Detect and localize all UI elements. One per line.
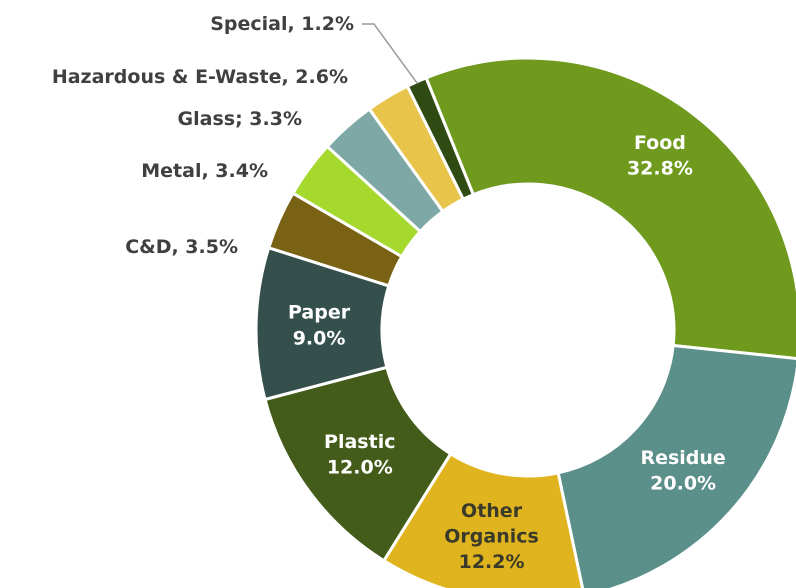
leader-line-special (362, 23, 419, 85)
slice-label-other-organics: Other Organics 12.2% (444, 500, 539, 573)
slice-label-candd-line-1: C&D, 3.5% (125, 236, 238, 258)
slice-label-residue-line-1: Residue (640, 447, 725, 469)
slice-label-other-organics-line-3: 12.2% (459, 551, 525, 573)
slice-label-glass: Glass; 3.3% (178, 108, 302, 130)
slice-label-candd: C&D, 3.5% (125, 236, 238, 258)
slice-label-residue-line-2: 20.0% (650, 473, 716, 495)
slice-label-paper-line-2: 9.0% (293, 327, 346, 349)
slice-label-metal: Metal, 3.4% (141, 160, 268, 182)
slice-label-residue: Residue 20.0% (640, 447, 725, 495)
slice-label-metal-line-1: Metal, 3.4% (141, 160, 268, 182)
slice-label-food-line-1: Food (634, 132, 686, 154)
slice-label-hazardous-and-e-waste-line-1: Hazardous & E-Waste, 2.6% (52, 66, 348, 88)
slice-label-plastic-line-1: Plastic (324, 431, 395, 453)
labels-group: Food 32.8% Residue 20.0% Other Organics 12.2% P… (52, 13, 726, 573)
slice-label-paper: Paper 9.0% (288, 302, 351, 350)
slice-label-other-organics-line-1: Other (461, 500, 523, 522)
slice-label-glass-line-1: Glass; 3.3% (178, 108, 302, 130)
slice-label-hazardous-and-e-waste: Hazardous & E-Waste, 2.6% (52, 66, 348, 88)
slice-residue (556, 343, 796, 588)
slice-label-special-line-1: Special, 1.2% (210, 13, 354, 35)
slice-label-plastic: Plastic 12.0% (324, 431, 395, 479)
slice-label-special: Special, 1.2% (210, 13, 354, 35)
slice-food (424, 56, 796, 361)
slice-label-other-organics-line-2: Organics (444, 525, 539, 547)
slice-label-food: Food 32.8% (627, 132, 693, 180)
slice-special (405, 75, 476, 202)
slices-group (254, 56, 796, 588)
slice-label-paper-line-1: Paper (288, 302, 351, 324)
slice-label-food-line-2: 32.8% (627, 158, 693, 180)
slice-label-plastic-line-2: 12.0% (327, 456, 393, 478)
